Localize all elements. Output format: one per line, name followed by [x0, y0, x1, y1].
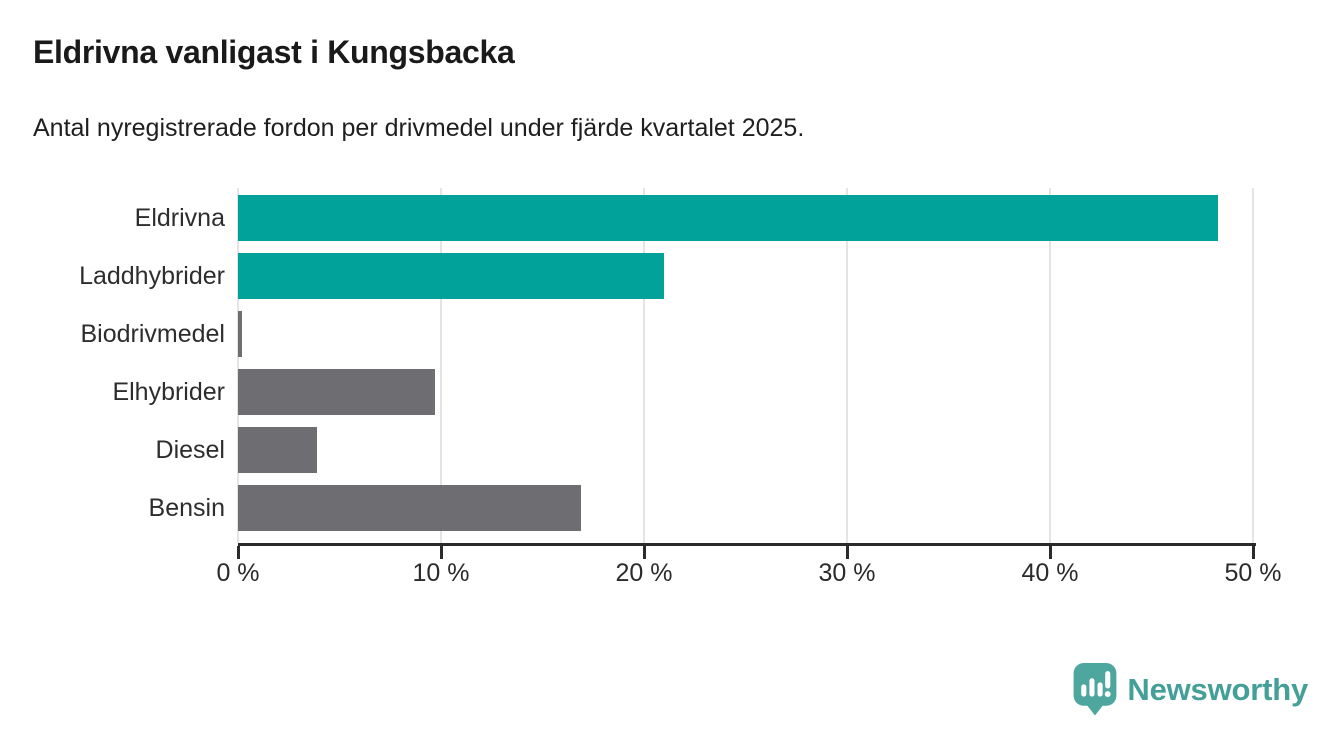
bar-elhybrider: [238, 369, 435, 415]
x-axis-tick-0: [237, 546, 240, 559]
bar-bensin: [238, 485, 582, 531]
brand-name: Newsworthy: [1127, 671, 1308, 707]
x-axis-line: [238, 543, 1256, 546]
category-label-diesel: Diesel: [155, 436, 225, 464]
category-label-elhybrider: Elhybrider: [112, 378, 225, 406]
category-label-bensin: Bensin: [148, 494, 225, 522]
gridline-40: [1049, 188, 1051, 543]
brand-footer: Newsworthy: [1072, 662, 1308, 717]
bar-biodrivmedel: [238, 311, 243, 357]
x-axis-tick-10: [440, 546, 443, 559]
bar-laddhybrider: [238, 253, 665, 299]
x-axis-tick-label-30: 30 %: [818, 559, 876, 587]
category-label-eldrivna: Eldrivna: [134, 204, 225, 232]
gridline-30: [846, 188, 848, 543]
x-axis-tick-label-10: 10 %: [412, 559, 470, 587]
x-axis-tick-20: [643, 546, 646, 559]
x-axis-tick-label-40: 40 %: [1021, 559, 1079, 587]
x-axis-tick-label-0: 0 %: [216, 559, 260, 587]
newsworthy-logo-icon: [1072, 662, 1118, 717]
x-axis-tick-label-50: 50 %: [1224, 559, 1282, 587]
x-axis-tick-50: [1252, 546, 1255, 559]
gridline-50: [1252, 188, 1254, 543]
x-axis-tick-label-20: 20 %: [615, 559, 673, 587]
chart-subtitle: Antal nyregistrerade fordon per drivmede…: [33, 114, 805, 142]
x-axis-tick-40: [1049, 546, 1052, 559]
bar-diesel: [238, 427, 318, 473]
gridline-20: [643, 188, 645, 543]
category-label-laddhybrider: Laddhybrider: [79, 262, 225, 290]
page-title: Eldrivna vanligast i Kungsbacka: [33, 34, 515, 70]
gridline-0: [237, 188, 239, 543]
x-axis-tick-30: [846, 546, 849, 559]
bar-eldrivna: [238, 195, 1219, 241]
category-label-biodrivmedel: Biodrivmedel: [80, 320, 225, 348]
gridline-10: [440, 188, 442, 543]
